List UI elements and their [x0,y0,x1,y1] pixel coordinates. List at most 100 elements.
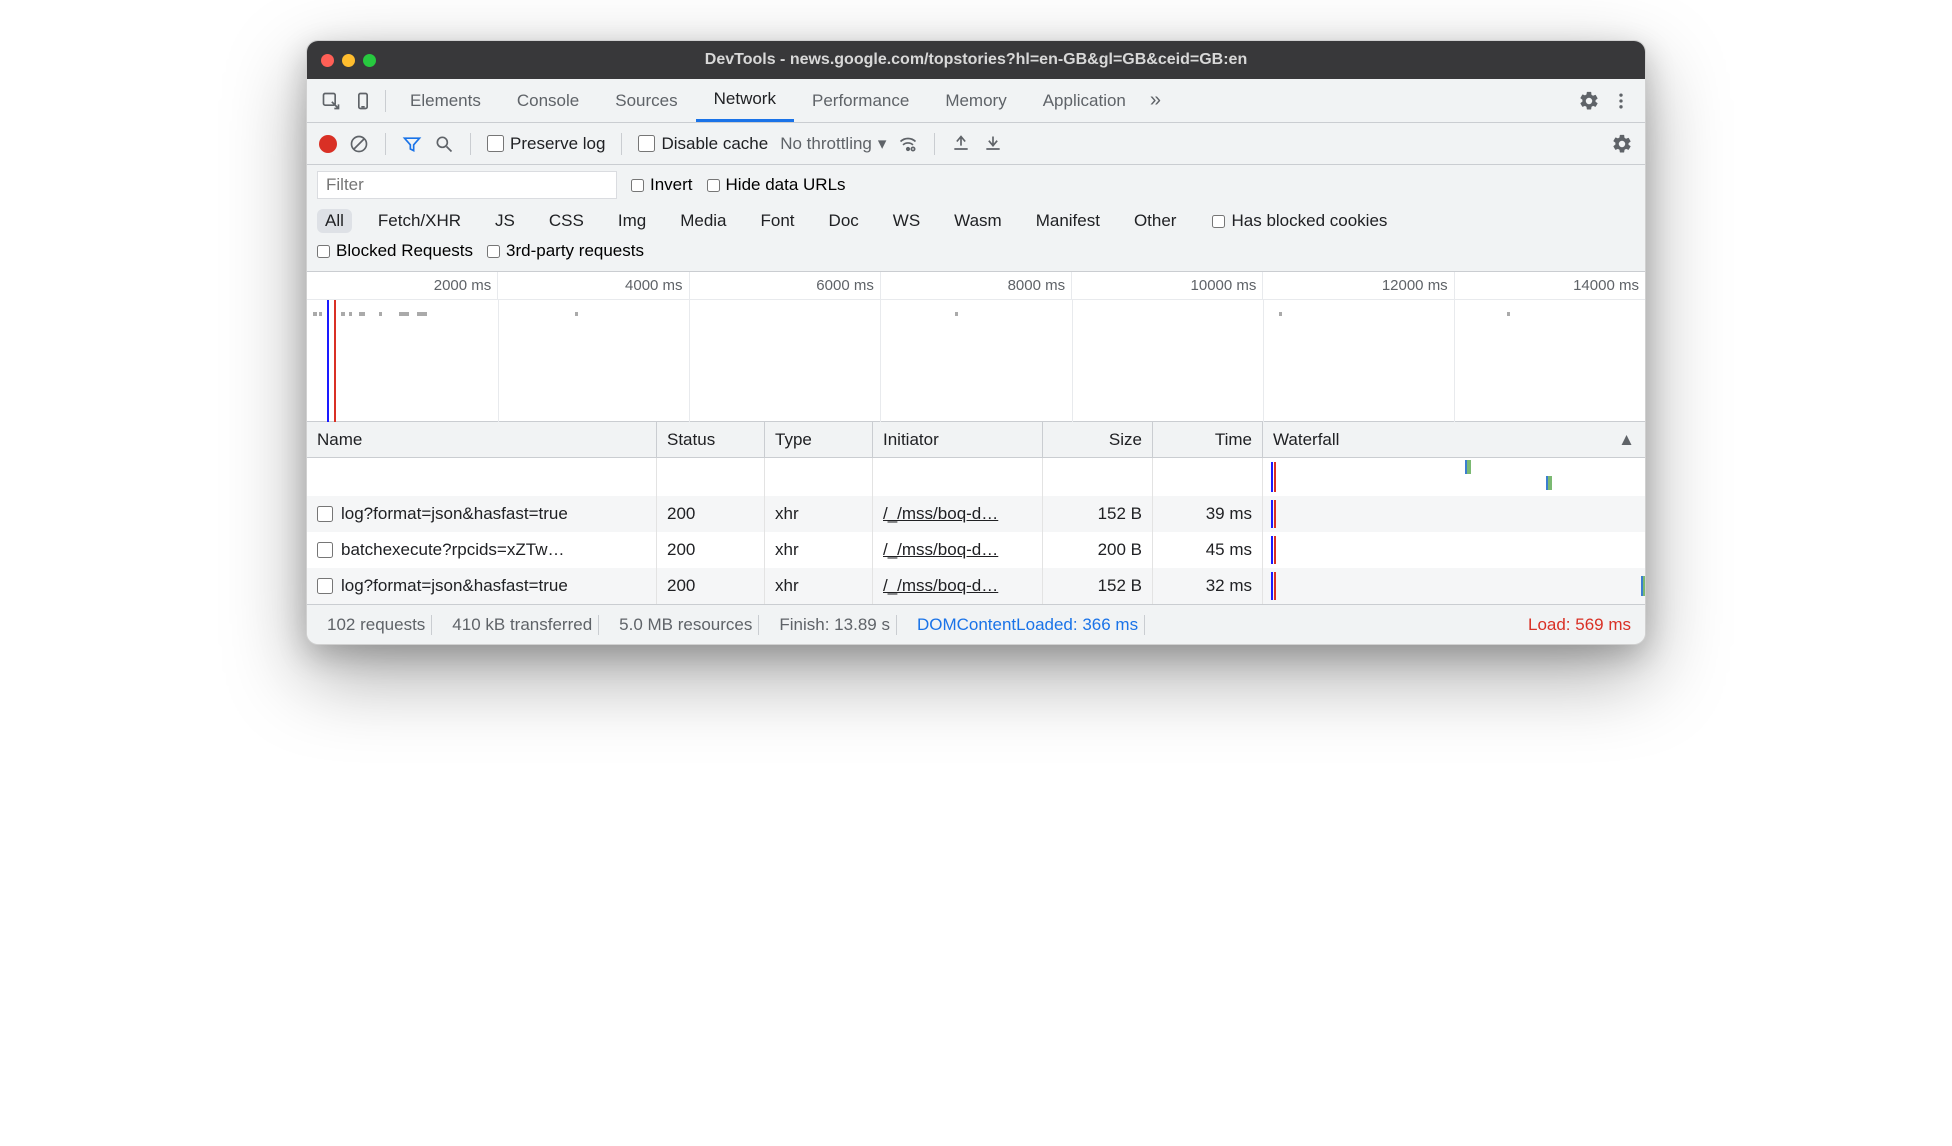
request-type: xhr [765,568,873,604]
status-dcl: DOMContentLoaded: 366 ms [911,615,1145,635]
request-name: batchexecute?rpcids=xZTw… [341,540,564,560]
type-filter-doc[interactable]: Doc [821,209,867,233]
throttling-select[interactable]: No throttling ▾ [780,134,886,154]
request-initiator[interactable]: /_/mss/boq-d… [883,576,998,596]
preserve-log-checkbox[interactable]: Preserve log [487,134,605,154]
timeline-graph [307,300,1645,422]
tab-sources[interactable]: Sources [597,79,695,122]
type-filter-font[interactable]: Font [753,209,803,233]
hide-data-urls-label: Hide data URLs [726,175,846,195]
request-type: xhr [765,532,873,568]
timeline-labels: 2000 ms4000 ms6000 ms8000 ms10000 ms1200… [307,272,1645,300]
request-initiator[interactable]: /_/mss/boq-d… [883,540,998,560]
tab-network[interactable]: Network [696,79,794,122]
import-har-icon[interactable] [951,134,971,154]
traffic-lights [321,54,376,67]
column-waterfall[interactable]: Waterfall ▲ [1263,422,1645,457]
request-status: 200 [657,532,765,568]
type-filter-other[interactable]: Other [1126,209,1185,233]
third-party-checkbox[interactable]: 3rd-party requests [487,241,644,261]
request-time: 32 ms [1153,568,1263,604]
extra-filter-row: Blocked Requests 3rd-party requests [307,241,1645,272]
disable-cache-checkbox[interactable]: Disable cache [638,134,768,154]
table-body: log?format=json&hasfast=true 200xhr /_/mss… [307,458,1645,604]
type-filter-img[interactable]: Img [610,209,654,233]
timeline-overview[interactable]: 2000 ms4000 ms6000 ms8000 ms10000 ms1200… [307,272,1645,422]
column-time[interactable]: Time [1153,422,1263,457]
main-tabbar: ElementsConsoleSourcesNetworkPerformance… [307,79,1645,123]
table-row[interactable]: batchexecute?rpcids=xZTw… 200xhr /_/mss/bo… [307,532,1645,568]
tab-elements[interactable]: Elements [392,79,499,122]
kebab-menu-icon[interactable] [1605,85,1637,117]
status-finish: Finish: 13.89 s [773,615,897,635]
column-name[interactable]: Name [307,422,657,457]
column-waterfall-label: Waterfall [1273,430,1339,450]
maximize-window-button[interactable] [363,54,376,67]
request-time: 45 ms [1153,532,1263,568]
devtools-window: DevTools - news.google.com/topstories?hl… [306,40,1646,645]
separator [470,133,471,155]
type-filter-fetchxhr[interactable]: Fetch/XHR [370,209,469,233]
timeline-tick: 14000 ms [1455,272,1645,299]
clear-icon[interactable] [349,134,369,154]
separator [621,133,622,155]
disable-cache-label: Disable cache [661,134,768,154]
inspect-element-icon[interactable] [315,85,347,117]
minimize-window-button[interactable] [342,54,355,67]
request-size: 152 B [1043,496,1153,532]
request-type: xhr [765,496,873,532]
column-initiator[interactable]: Initiator [873,422,1043,457]
table-row[interactable]: log?format=json&hasfast=true200xhr/_/mss… [307,568,1645,604]
blocked-requests-checkbox[interactable]: Blocked Requests [317,241,473,261]
tab-console[interactable]: Console [499,79,597,122]
type-filter-media[interactable]: Media [672,209,734,233]
type-filter-ws[interactable]: WS [885,209,928,233]
more-tabs-icon[interactable]: » [1144,89,1167,112]
window-title: DevTools - news.google.com/topstories?hl… [307,51,1645,69]
hide-data-urls-checkbox[interactable]: Hide data URLs [707,175,846,195]
has-blocked-cookies-checkbox[interactable]: Has blocked cookies [1212,211,1387,231]
tab-application[interactable]: Application [1025,79,1144,122]
network-settings-gear-icon[interactable] [1611,133,1633,155]
row-checkbox[interactable] [317,542,333,558]
export-har-icon[interactable] [983,134,1003,154]
request-name: log?format=json&hasfast=true [341,576,568,596]
column-status[interactable]: Status [657,422,765,457]
column-size[interactable]: Size [1043,422,1153,457]
settings-gear-icon[interactable] [1573,85,1605,117]
tab-performance[interactable]: Performance [794,79,927,122]
separator [934,133,935,155]
column-type[interactable]: Type [765,422,873,457]
device-toolbar-icon[interactable] [347,85,379,117]
row-checkbox[interactable] [317,506,333,522]
invert-checkbox[interactable]: Invert [631,175,693,195]
type-filter-js[interactable]: JS [487,209,523,233]
request-name: log?format=json&hasfast=true [341,504,568,524]
filter-bar: Invert Hide data URLs [307,165,1645,205]
timeline-tick: 8000 ms [881,272,1072,299]
type-filter-css[interactable]: CSS [541,209,592,233]
tab-memory[interactable]: Memory [927,79,1024,122]
type-filter-all[interactable]: All [317,209,352,233]
table-row[interactable]: log?format=json&hasfast=true200xhr/_/mss… [307,496,1645,532]
network-toolbar: Preserve log Disable cache No throttling… [307,123,1645,165]
timeline-tick: 6000 ms [690,272,881,299]
request-waterfall [1263,496,1645,532]
request-waterfall [1263,568,1645,604]
table-header: Name Status Type Initiator Size Time Wat… [307,422,1645,458]
close-window-button[interactable] [321,54,334,67]
network-conditions-icon[interactable] [898,134,918,154]
type-filter-manifest[interactable]: Manifest [1028,209,1108,233]
type-filter-wasm[interactable]: Wasm [946,209,1010,233]
search-icon[interactable] [434,134,454,154]
row-checkbox[interactable] [317,578,333,594]
filter-input[interactable] [317,171,617,199]
record-button[interactable] [319,135,337,153]
chevron-down-icon: ▾ [878,134,887,154]
status-bar: 102 requests 410 kB transferred 5.0 MB r… [307,604,1645,644]
status-requests: 102 requests [321,615,432,635]
request-time: 39 ms [1153,496,1263,532]
filter-funnel-icon[interactable] [402,134,422,154]
status-load: Load: 569 ms [1528,615,1631,635]
request-initiator[interactable]: /_/mss/boq-d… [883,504,998,524]
